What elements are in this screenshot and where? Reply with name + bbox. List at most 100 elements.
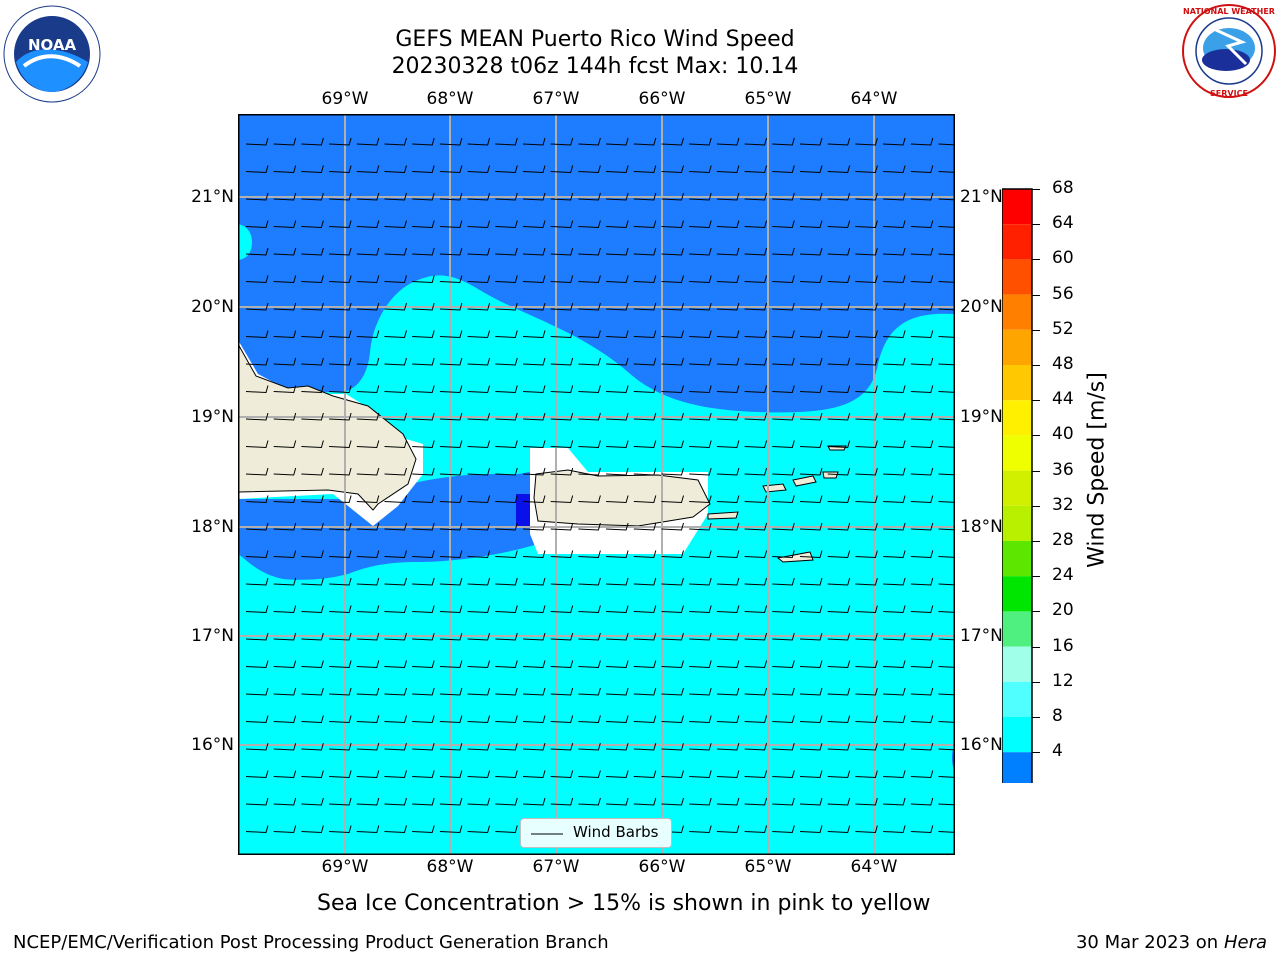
wind-barb [855,275,878,284]
wind-barb [329,577,352,586]
wind-barb [301,330,324,339]
wind-barb [799,742,823,751]
wind-barb [245,220,269,229]
wind-barb [356,495,380,504]
wind-barb [329,137,352,146]
wind-barb [578,467,601,476]
wind-barb [633,137,657,146]
wind-barb [578,192,601,201]
wind-barb [910,357,934,366]
wind-barb [689,742,712,751]
wind-barb [301,660,324,669]
wind-barb [384,357,407,366]
wind-barb [329,165,352,174]
lat-label-right-19n: 19°N [960,407,1003,427]
wind-barb [356,660,380,669]
wind-barb [384,302,407,311]
wind-barb [827,357,851,366]
colorbar-segment [1002,576,1032,612]
wind-barb [522,687,546,696]
lon-label-bottom-69w: 69°W [321,857,369,877]
wind-barb [827,660,851,669]
wind-barb [578,522,601,531]
wind-barb [661,742,684,751]
wind-barb [633,165,657,174]
wind-barb [329,742,352,751]
wind-barb [661,577,684,586]
wind-barb [245,495,269,504]
wind-barb [329,522,352,531]
wind-barb [855,632,878,641]
wind-barb [522,715,546,724]
wind-barb [550,632,574,641]
wind-barb [273,412,297,421]
wind-barb [910,577,934,586]
wind-barb [716,357,740,366]
wind-barb [301,522,324,531]
wind-barb [356,192,380,201]
wind-barb [356,522,380,531]
wind-barb [689,495,712,504]
wind-barb [439,770,463,779]
wind-barb [716,495,740,504]
wind-barb [855,550,878,559]
wind-barb [356,632,380,641]
wind-barb [356,275,380,284]
wind-barb [329,330,352,339]
graticule [238,114,955,855]
wind-barb [467,825,491,834]
wind-barb [245,632,269,641]
colorbar-tick-label: 68 [1052,178,1074,198]
colorbar-segment [1002,611,1032,647]
wind-barb [273,357,297,366]
wind-barb [827,412,851,421]
wind-barb [827,770,851,779]
wind-barb [356,550,380,559]
wind-barb [384,742,407,751]
wind-barb [827,247,851,256]
wind-barb [329,605,352,614]
wind-barb [550,797,574,806]
colorbar-tick-label: 20 [1052,600,1074,621]
wind-barb [633,797,657,806]
wind-barb [855,715,878,724]
wind-barb [301,687,324,696]
wind-barb [356,742,380,751]
wind-barb [467,412,491,421]
wind-barb [439,385,463,394]
colorbar-segment [1002,400,1032,436]
colorbar-segment [1002,681,1032,717]
wind-barb [661,247,684,256]
colorbar-segment [1002,294,1032,330]
wind-barb [910,302,934,311]
wind-barb [799,385,823,394]
wind-barb [689,577,712,586]
wind-barb [495,577,518,586]
wind-barb [412,330,435,339]
wind-barb [883,825,906,834]
colorbar-label: Wind Speed [m/s] [1084,372,1110,568]
wind-barb [356,247,380,256]
wind-barb [495,825,518,834]
wind-barb [799,467,823,476]
wind-barb [883,385,906,394]
colorbar-segment [1002,435,1032,471]
wind-barb [439,550,463,559]
wind-barb [467,302,491,311]
wind-barb [661,550,684,559]
colorbar-segment [1002,189,1032,225]
wind-barb [799,715,823,724]
wind-barb [356,467,380,476]
svg-text:SERVICE: SERVICE [1210,89,1248,98]
wind-barb [744,302,768,311]
wind-barb [439,302,463,311]
wind-barb [273,275,297,284]
wind-barb [661,192,684,201]
wind-barb [329,467,352,476]
wind-barb [550,715,574,724]
wind-barb [245,577,269,586]
wind-barb [495,165,518,174]
wind-barb [744,357,768,366]
wind-barb [772,220,795,229]
wind-barb [245,275,269,284]
